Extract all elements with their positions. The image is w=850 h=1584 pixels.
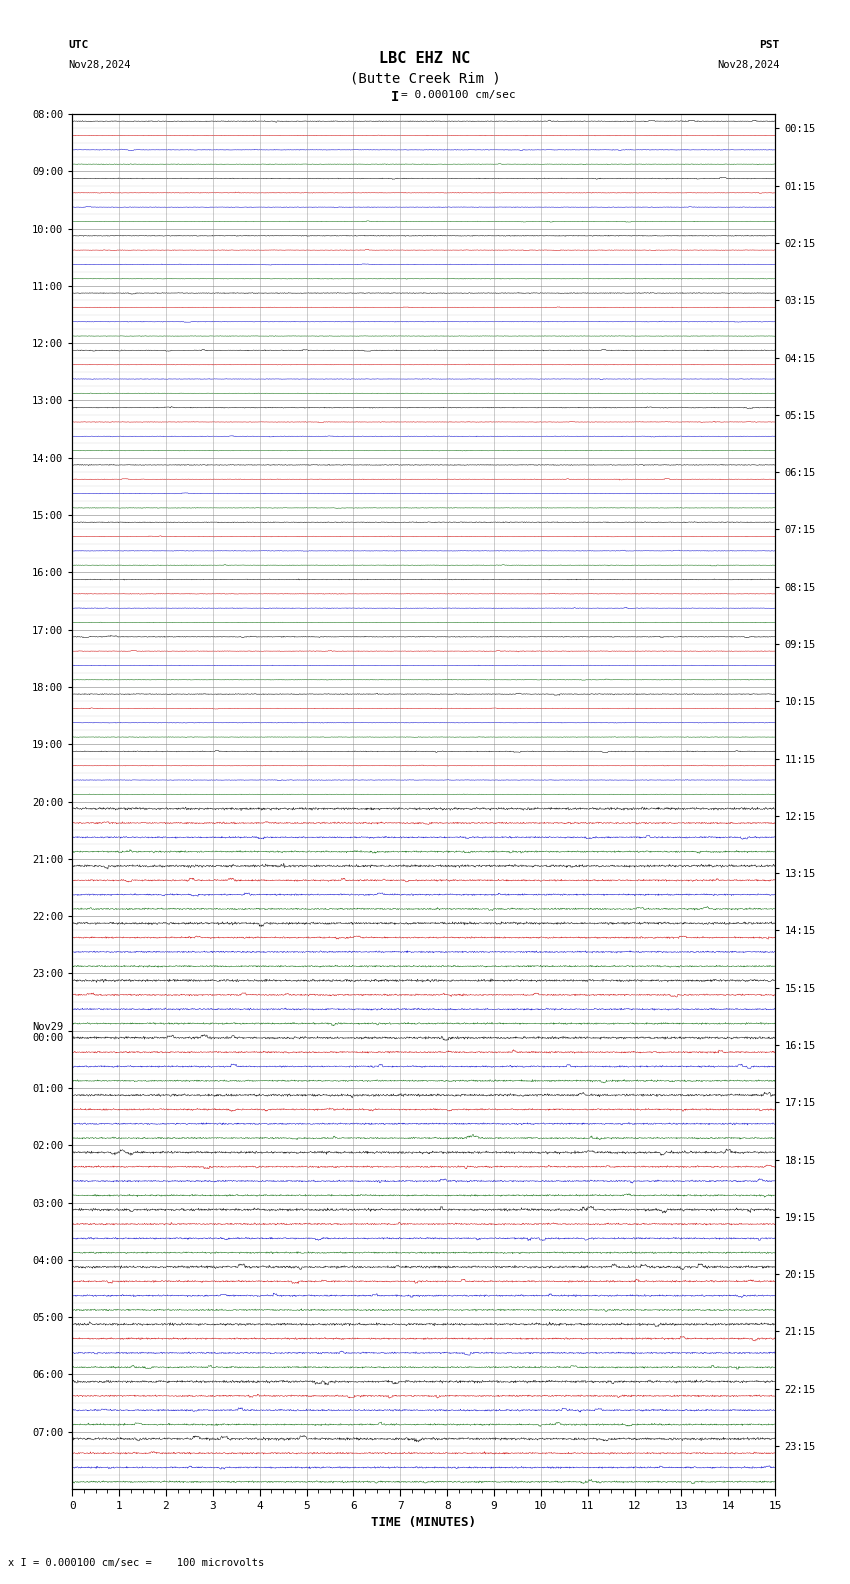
- Text: = 0.000100 cm/sec: = 0.000100 cm/sec: [401, 90, 516, 100]
- Text: PST: PST: [759, 40, 779, 49]
- Text: (Butte Creek Rim ): (Butte Creek Rim ): [349, 71, 501, 86]
- Text: x I = 0.000100 cm/sec =    100 microvolts: x I = 0.000100 cm/sec = 100 microvolts: [8, 1559, 264, 1568]
- Text: Nov28,2024: Nov28,2024: [717, 60, 779, 70]
- Text: I: I: [391, 90, 399, 105]
- X-axis label: TIME (MINUTES): TIME (MINUTES): [371, 1516, 476, 1529]
- Text: Nov28,2024: Nov28,2024: [68, 60, 131, 70]
- Text: LBC EHZ NC: LBC EHZ NC: [379, 51, 471, 65]
- Text: UTC: UTC: [68, 40, 88, 49]
